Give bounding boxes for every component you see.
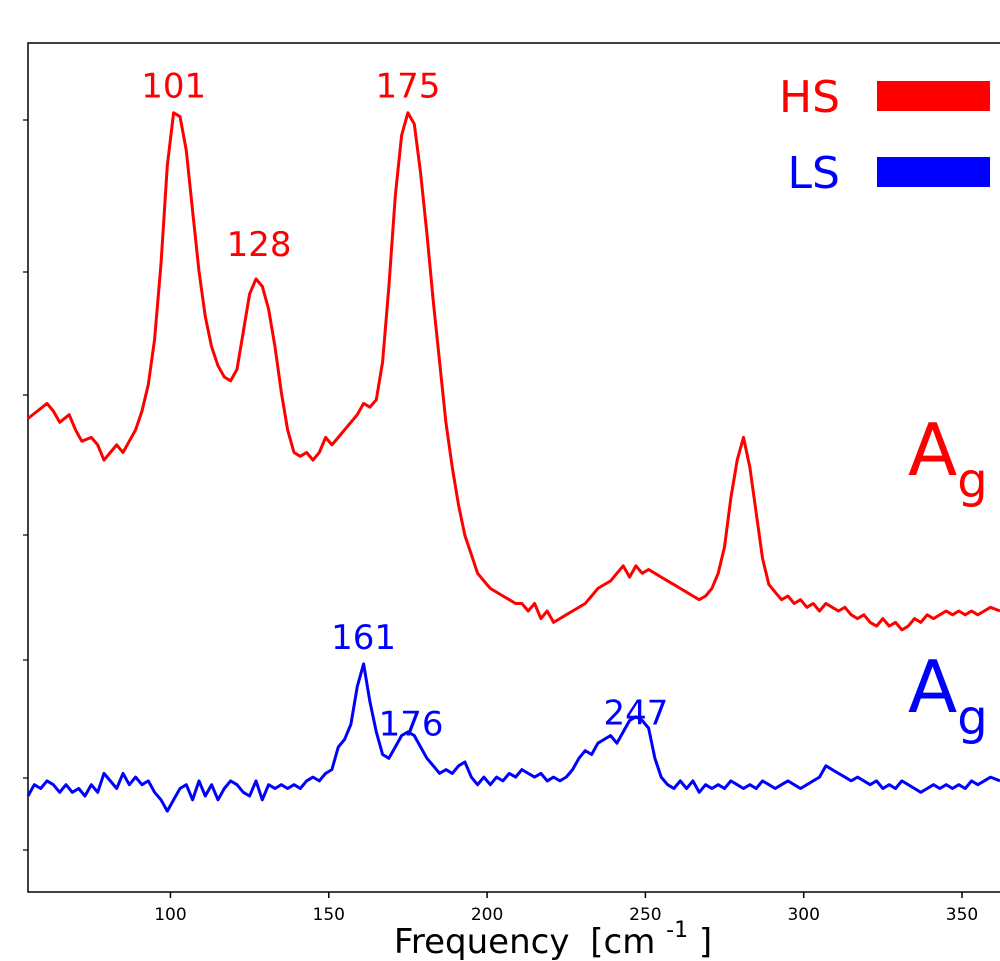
x-tick-label-300: 300 bbox=[787, 905, 819, 925]
series-side-label-main: A bbox=[908, 408, 957, 492]
peak-label-hs-128: 128 bbox=[227, 225, 292, 265]
series-side-label-hs: Ag bbox=[908, 408, 988, 509]
x-axis-label-unit: [cm bbox=[590, 922, 655, 961]
series-side-label-ls: Ag bbox=[908, 645, 988, 746]
series-line-hs bbox=[27, 111, 1000, 632]
series-layer bbox=[26, 111, 1000, 813]
plot-frame bbox=[27, 42, 1000, 893]
x-tick-label-350: 350 bbox=[946, 905, 978, 925]
x-tick-label-200: 200 bbox=[471, 905, 503, 925]
x-tick-label-250: 250 bbox=[629, 905, 661, 925]
x-tick-label-100: 100 bbox=[154, 905, 186, 925]
series-side-label-main: A bbox=[908, 645, 957, 729]
peak-label-layer: 101 128 175 161 176 247 bbox=[141, 67, 668, 745]
x-axis-label-exponent: -1 bbox=[666, 918, 688, 943]
y-axis bbox=[23, 119, 28, 851]
x-axis: 100 150 200 250 300 350 bbox=[154, 892, 978, 925]
peak-label-ls-176: 176 bbox=[379, 705, 444, 745]
x-axis-label: Frequency [cm -1 ] bbox=[394, 906, 712, 961]
series-line-ls bbox=[26, 662, 1000, 813]
legend: HS LS bbox=[779, 72, 990, 199]
plot-area bbox=[27, 42, 1000, 893]
peak-label-hs-175: 175 bbox=[375, 67, 440, 107]
series-side-label-sub: g bbox=[957, 453, 987, 509]
legend-label-hs: HS bbox=[779, 72, 840, 123]
peak-label-hs-101: 101 bbox=[141, 67, 206, 107]
peak-label-ls-161: 161 bbox=[331, 618, 396, 658]
x-axis-label-text: Frequency bbox=[394, 922, 570, 961]
peak-label-ls-247: 247 bbox=[603, 693, 668, 733]
x-axis-label-close: ] bbox=[699, 922, 712, 961]
legend-label-ls: LS bbox=[788, 148, 840, 199]
legend-swatch-ls bbox=[877, 157, 990, 187]
series-side-label-sub: g bbox=[957, 690, 987, 746]
x-tick-label-150: 150 bbox=[313, 905, 345, 925]
legend-swatch-hs bbox=[877, 81, 990, 111]
